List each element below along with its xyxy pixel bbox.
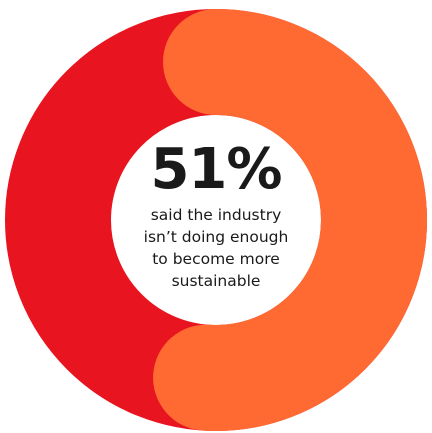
donut-slice-highlight — [153, 9, 427, 431]
center-value: 51% — [150, 137, 282, 202]
caption-line-3: to become more — [152, 250, 280, 268]
caption-line-1: said the industry — [150, 206, 282, 224]
caption-line-2: isn’t doing enough — [143, 228, 289, 246]
center-label: 51% said the industry isn’t doing enough… — [116, 140, 316, 292]
caption-line-4: sustainable — [171, 272, 261, 290]
center-caption: said the industry isn’t doing enough to … — [116, 204, 316, 292]
